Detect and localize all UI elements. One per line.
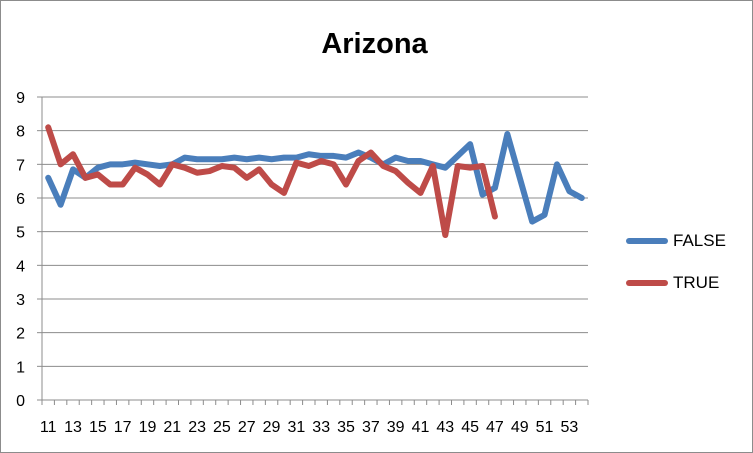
x-tick-label: 49 — [511, 419, 529, 436]
y-tick-label: 1 — [16, 359, 25, 376]
x-tick-label: 41 — [412, 419, 430, 436]
y-tick-label: 0 — [16, 393, 25, 410]
x-tick-label: 37 — [362, 419, 380, 436]
x-tick-label: 35 — [337, 419, 355, 436]
x-tick-label: 33 — [312, 419, 330, 436]
x-tick-label: 23 — [188, 419, 206, 436]
y-tick-label: 9 — [16, 90, 25, 107]
y-tick-label: 3 — [16, 292, 25, 309]
x-tick-label: 51 — [536, 419, 554, 436]
series-line-true — [45, 124, 498, 239]
y-tick-label: 8 — [16, 124, 25, 141]
legend-label-true: TRUE — [673, 273, 720, 292]
y-tick-label: 7 — [16, 157, 25, 174]
legend-label-false: FALSE — [673, 231, 726, 250]
x-tick-label: 15 — [89, 419, 107, 436]
x-tick-label: 13 — [64, 419, 82, 436]
x-tick-label: 21 — [163, 419, 181, 436]
x-tick-label: 11 — [40, 419, 57, 436]
x-tick-label: 31 — [287, 419, 305, 436]
chart-title: Arizona — [321, 28, 428, 60]
x-tick-label: 25 — [213, 419, 231, 436]
legend-swatch-false — [626, 238, 668, 244]
y-tick-label: 2 — [16, 326, 25, 343]
y-tick-label: 5 — [16, 225, 25, 242]
x-tick-label: 27 — [238, 419, 256, 436]
x-tick-label: 45 — [461, 419, 479, 436]
x-tick-label: 47 — [486, 419, 504, 436]
x-tick-label: 29 — [263, 419, 281, 436]
x-tick-label: 19 — [139, 419, 157, 436]
x-tick-label: 39 — [387, 419, 405, 436]
x-tick-label: 43 — [436, 419, 454, 436]
y-tick-label: 4 — [16, 258, 25, 275]
y-tick-label: 6 — [16, 191, 25, 208]
series-line-false — [45, 131, 585, 225]
legend-swatch-true — [626, 280, 668, 286]
x-tick-label: 53 — [560, 419, 578, 436]
x-tick-label: 17 — [114, 419, 132, 436]
